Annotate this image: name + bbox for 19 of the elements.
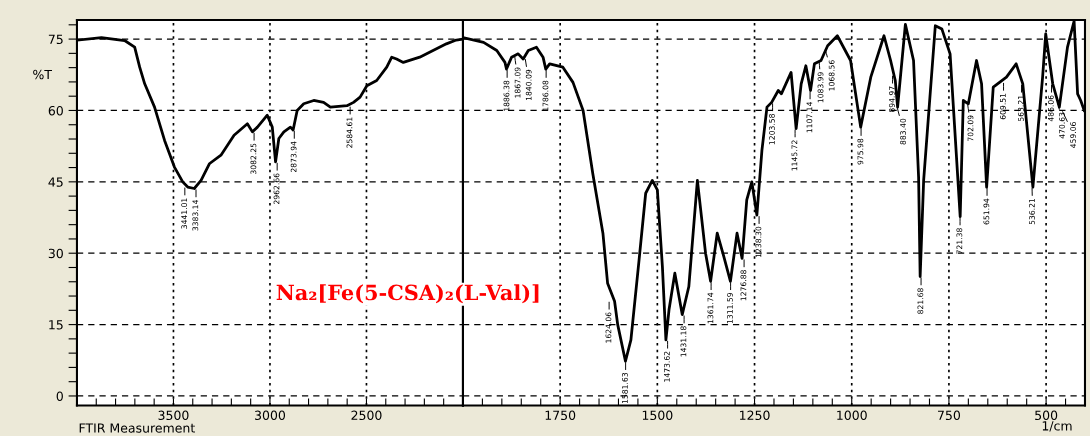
x-axis-title: 1/cm [1042,421,1072,432]
y-tick-label: 60 [48,105,63,116]
x-tick-label: 1750 [545,410,576,421]
x-tick-label: 1000 [837,410,867,421]
x-tick-label: 3000 [255,410,286,421]
y-tick-label: 15 [49,320,63,330]
x-tick-label: 2500 [351,410,382,421]
y-tick-label: 75 [48,34,63,45]
y-axis-title: %T [33,69,53,80]
x-tick-label: 500 [1035,410,1058,421]
x-tick-label: 1500 [642,410,673,421]
x-tick-label: 750 [938,410,961,421]
y-tick-label: 30 [48,248,63,259]
y-tick-label: 45 [48,177,63,187]
y-tick-label: 0 [56,391,63,401]
x-tick-label: 3500 [158,410,189,421]
text: FTIR Measurement [79,423,195,433]
annotation: Na₂[Fe(5-CSA)₂(L-Val)] [276,284,539,304]
x-tick-label: 1250 [740,410,770,421]
